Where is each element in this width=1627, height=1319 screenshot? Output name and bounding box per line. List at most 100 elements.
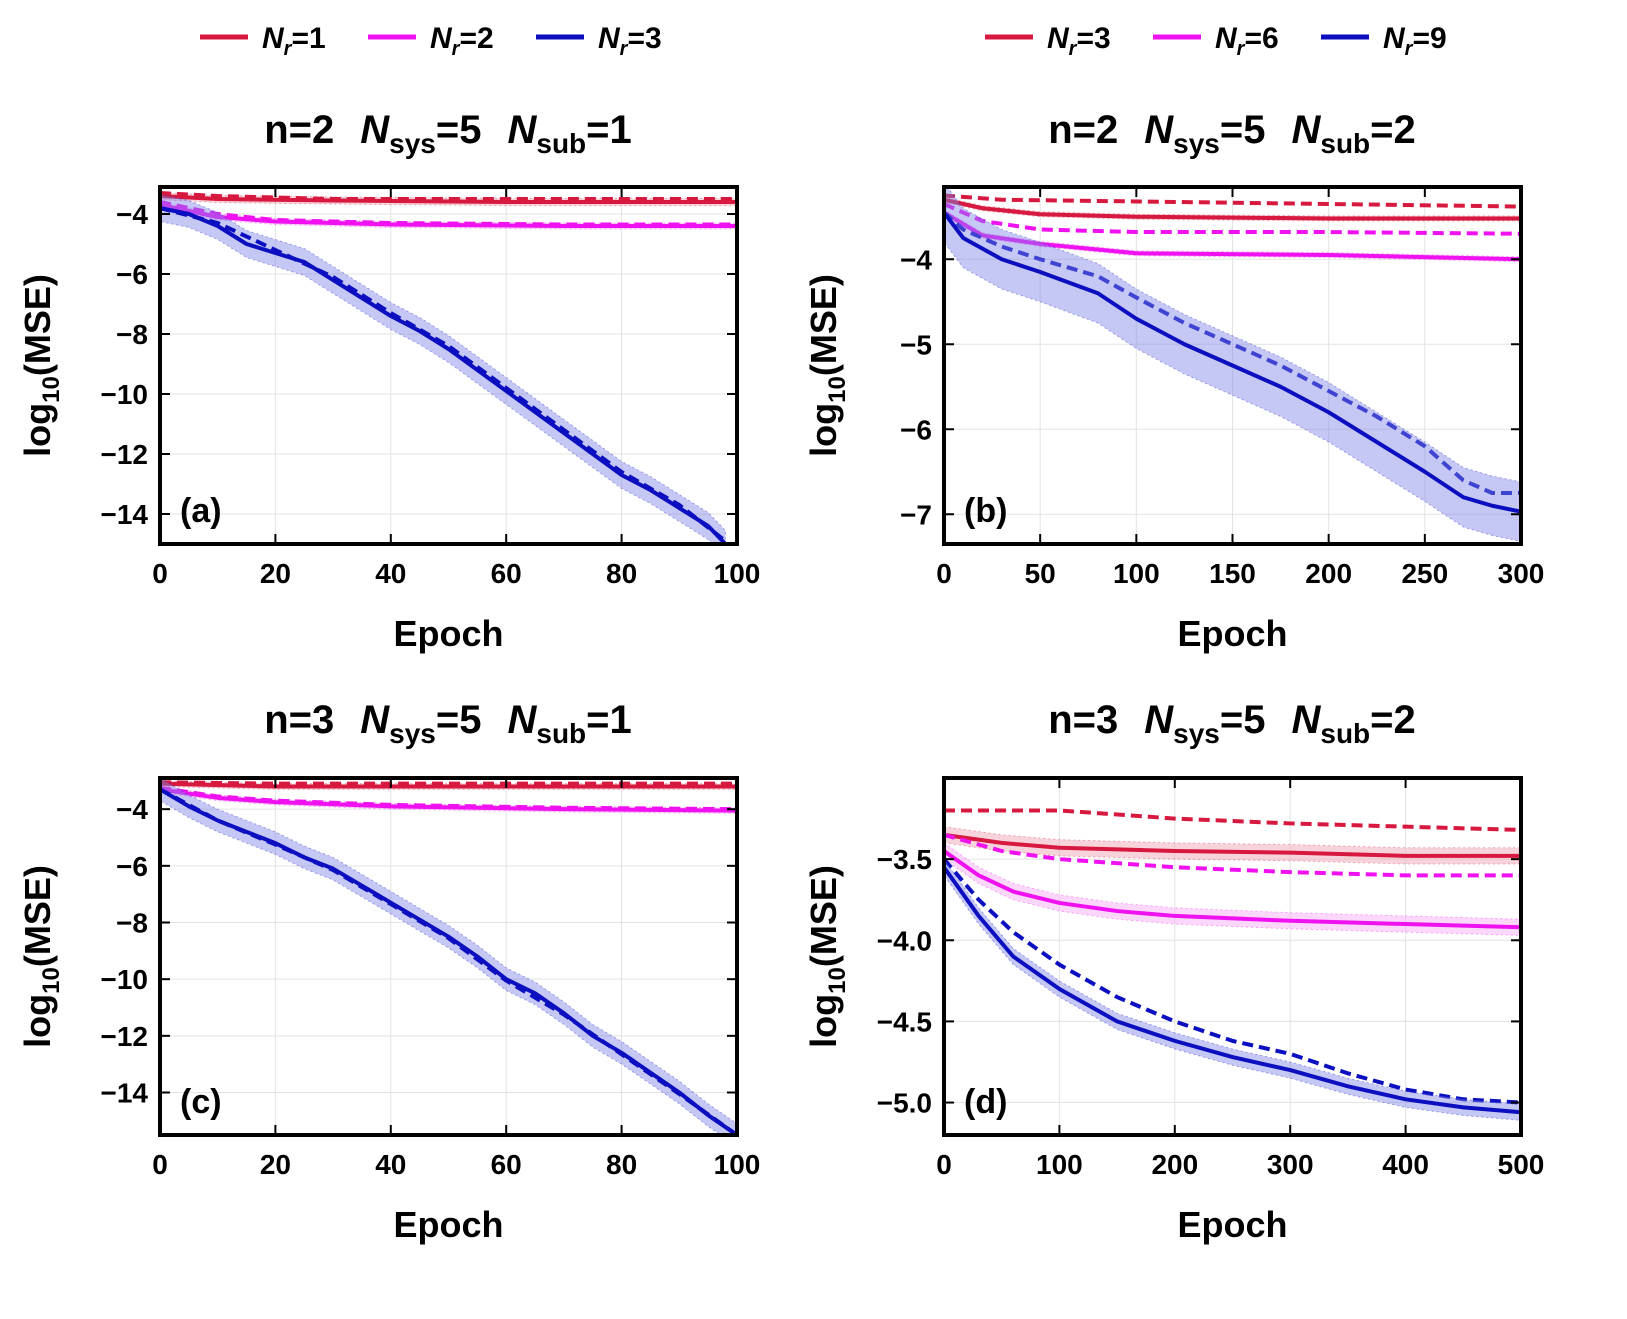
legend-symbol: N bbox=[1047, 22, 1070, 55]
plot-area-b bbox=[944, 187, 1521, 542]
y-axis-label-d: log10(MSE) bbox=[803, 865, 851, 1048]
x-tick-label-4: 80 bbox=[606, 1149, 637, 1180]
legend-value: =9 bbox=[1412, 22, 1446, 55]
title-nsys-value: =5 bbox=[436, 108, 482, 152]
title-nsub-symbol: N bbox=[507, 108, 537, 152]
title-nsys-subscript: sys bbox=[1173, 128, 1220, 159]
y-label-subscript: 10 bbox=[824, 967, 851, 994]
y-label-rest: (MSE) bbox=[803, 865, 844, 967]
x-axis-label-c: Epoch bbox=[393, 1204, 503, 1245]
x-tick-label-5: 250 bbox=[1401, 558, 1448, 589]
y-tick-label-2: −8 bbox=[116, 319, 148, 350]
legend-right: Nr=3 Nr=6 Nr=9 bbox=[985, 22, 1447, 60]
y-tick-label-3: −5.0 bbox=[877, 1088, 932, 1119]
panel-title-a: n=2 Nsys=5 Nsub=1 bbox=[264, 108, 632, 159]
y-label-subscript: 10 bbox=[38, 967, 65, 994]
plot-area-d bbox=[944, 808, 1521, 1121]
series-line-c-3 bbox=[160, 785, 737, 812]
panel-title-d: n=3 Nsys=5 Nsub=2 bbox=[1048, 698, 1416, 749]
y-tick-label-3: −10 bbox=[101, 964, 149, 995]
title-nsub-value: =1 bbox=[586, 698, 632, 742]
x-tick-label-0: 0 bbox=[936, 558, 952, 589]
panel-title-b: n=2 Nsys=5 Nsub=2 bbox=[1048, 108, 1416, 159]
legend-label-1-2: Nr=9 bbox=[1383, 22, 1447, 60]
series-band-c-4 bbox=[160, 778, 737, 1135]
y-tick-label-4: −12 bbox=[101, 1021, 149, 1052]
legend-left: Nr=1 Nr=2 Nr=3 bbox=[200, 22, 662, 60]
y-tick-label-4: −12 bbox=[101, 439, 149, 470]
x-tick-label-0: 0 bbox=[152, 558, 168, 589]
legend-symbol: N bbox=[598, 22, 621, 55]
title-nsys-symbol: N bbox=[360, 698, 390, 742]
y-label-rest: (MSE) bbox=[17, 865, 58, 967]
y-label-log: log bbox=[17, 403, 58, 457]
legend-value: =6 bbox=[1244, 22, 1278, 55]
legend-value: =2 bbox=[459, 22, 493, 55]
series-line-d-5 bbox=[944, 866, 1521, 1115]
panel-c: n=3 Nsys=5 Nsub=1 0 20 40 60 80 100 −4 −6 −8 −10 −12 −… bbox=[17, 698, 760, 1245]
legend-label-0-2: Nr=3 bbox=[598, 22, 662, 60]
y-axis-label-a: log10(MSE) bbox=[17, 274, 65, 457]
x-axis-label-a: Epoch bbox=[393, 613, 503, 654]
series-line-a-4 bbox=[160, 206, 727, 544]
panel-a: n=2 Nsys=5 Nsub=1 0 20 40 60 80 100 −4 −6 −8 −10 −12 −… bbox=[17, 108, 760, 654]
x-tick-label-4: 200 bbox=[1305, 558, 1352, 589]
series-line-b-1 bbox=[944, 197, 1521, 221]
legend-label-0-1: Nr=2 bbox=[430, 22, 494, 60]
x-tick-label-2: 40 bbox=[375, 558, 406, 589]
series-line-a-1 bbox=[160, 191, 737, 201]
x-tick-label-0: 0 bbox=[936, 1149, 952, 1180]
plot-frame-c bbox=[158, 776, 739, 1137]
x-axis-label-d: Epoch bbox=[1177, 1204, 1287, 1245]
y-label-log: log bbox=[17, 994, 58, 1048]
title-n: n=3 bbox=[1048, 698, 1118, 742]
title-nsub-value: =1 bbox=[586, 108, 632, 152]
legend-symbol: N bbox=[1383, 22, 1406, 55]
series-band-d-3 bbox=[944, 842, 1521, 936]
legend-subscript: r bbox=[1237, 38, 1246, 60]
y-tick-label-2: −8 bbox=[116, 908, 148, 939]
series-line-b-4 bbox=[944, 211, 1521, 495]
y-tick-label-2: −6 bbox=[900, 414, 932, 445]
title-nsys-value: =5 bbox=[436, 698, 482, 742]
y-axis-label-b: log10(MSE) bbox=[803, 274, 851, 457]
series-line-d-1 bbox=[944, 832, 1521, 858]
panel-title-c: n=3 Nsys=5 Nsub=1 bbox=[264, 698, 632, 749]
y-tick-label-1: −4.0 bbox=[877, 925, 932, 956]
y-label-subscript: 10 bbox=[38, 376, 65, 403]
title-nsub-value: =2 bbox=[1370, 698, 1416, 742]
plot-area-c bbox=[160, 778, 737, 1135]
title-nsub-subscript: sub bbox=[536, 718, 586, 749]
title-nsys-value: =5 bbox=[1220, 698, 1266, 742]
legend-label-1-1: Nr=6 bbox=[1215, 22, 1279, 60]
panel-label-c: (c) bbox=[180, 1083, 222, 1121]
plot-frame-d bbox=[942, 776, 1523, 1137]
y-tick-label-0: −4 bbox=[116, 199, 148, 230]
y-tick-label-0: −3.5 bbox=[877, 844, 932, 875]
legend-label-1-0: Nr=3 bbox=[1047, 22, 1111, 60]
x-tick-label-6: 300 bbox=[1498, 558, 1545, 589]
legend-subscript: r bbox=[1405, 38, 1414, 60]
legend-subscript: r bbox=[452, 38, 461, 60]
y-tick-label-0: −4 bbox=[900, 244, 932, 275]
panel-label-b: (b) bbox=[964, 492, 1007, 530]
x-tick-label-2: 100 bbox=[1113, 558, 1160, 589]
series-line-b-5 bbox=[944, 211, 1521, 514]
panel-d: n=3 Nsys=5 Nsub=2 0 100 200 300 400 500 −3.5 −4.0 −… bbox=[803, 698, 1544, 1245]
x-tick-label-2: 40 bbox=[375, 1149, 406, 1180]
title-nsub-subscript: sub bbox=[1320, 718, 1370, 749]
title-n: n=3 bbox=[264, 698, 334, 742]
title-nsys-value: =5 bbox=[1220, 108, 1266, 152]
legend-value: =1 bbox=[291, 22, 325, 55]
y-label-log: log bbox=[803, 403, 844, 457]
series-line-b-3 bbox=[944, 210, 1521, 262]
x-tick-label-3: 150 bbox=[1209, 558, 1256, 589]
x-tick-label-4: 80 bbox=[606, 558, 637, 589]
legend-subscript: r bbox=[284, 38, 293, 60]
series-band-a-4 bbox=[160, 193, 726, 544]
legend-subscript: r bbox=[620, 38, 629, 60]
y-tick-label-3: −10 bbox=[101, 379, 149, 410]
y-tick-label-1: −6 bbox=[116, 851, 148, 882]
series-line-b-0 bbox=[944, 193, 1521, 209]
